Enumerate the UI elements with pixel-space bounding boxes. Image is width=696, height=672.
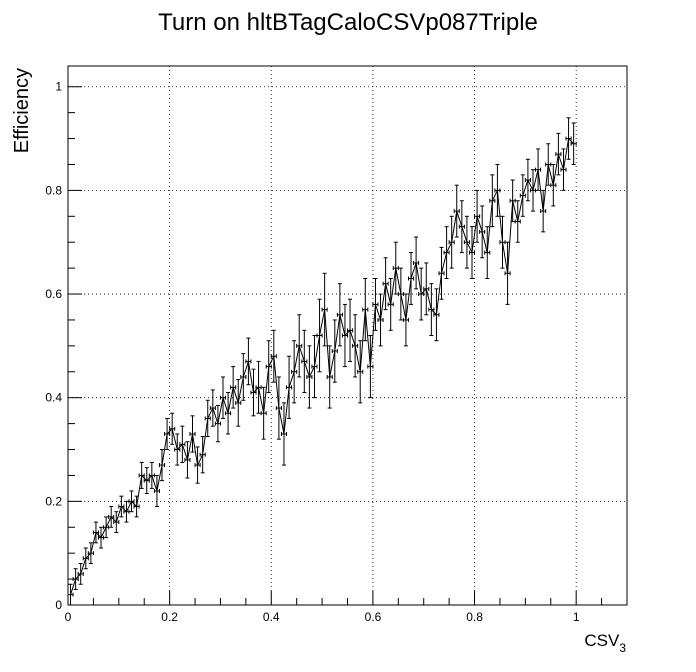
y-tick-labels: 0 0.2 0.4 0.6 0.8 1 [45,80,62,612]
y-tick-label-4: 0.8 [45,183,62,197]
x-tick-label-4: 0.8 [466,610,483,624]
error-bars [67,117,577,606]
x-tick-label-1: 0.2 [161,610,178,624]
data-point [143,467,150,495]
data-point [489,174,496,228]
efficiency-series-line [70,137,574,595]
y-tick-label-3: 0.6 [45,287,62,301]
x-axis-label-main: CSV [584,631,620,650]
y-tick-label-0: 0 [55,598,62,612]
axis-ticks [67,86,628,606]
y-axis-label: Efficiency [11,68,33,153]
x-tick-label-2: 0.4 [263,610,280,624]
x-tick-label-5: 1 [573,610,580,624]
x-tick-label-0: 0 [65,610,72,624]
y-tick-label-1: 0.2 [45,494,62,508]
data-point [570,122,577,165]
data-point [67,583,74,606]
x-axis-label-subscript: 3 [619,641,626,655]
x-tick-labels: 0 0.2 0.4 0.6 0.8 1 [65,610,580,624]
y-tick-label-5: 1 [55,80,62,94]
y-tick-label-2: 0.4 [45,391,62,405]
x-tick-label-3: 0.6 [365,610,382,624]
chart-title: Turn on hltBTagCaloCSVp087Triple [158,9,538,36]
x-axis-label: CSV3 [584,631,626,655]
data-point [113,511,120,533]
